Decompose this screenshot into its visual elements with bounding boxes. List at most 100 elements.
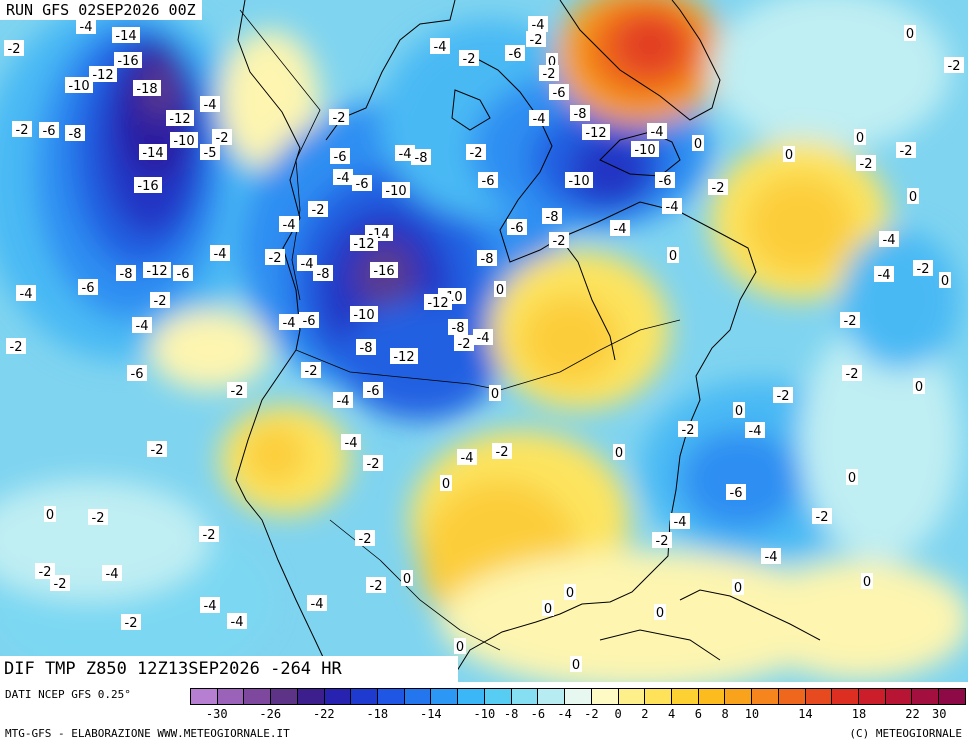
scale-tick-label: -26 xyxy=(259,707,282,721)
contour-label-bg xyxy=(121,614,141,630)
contour-label-bg xyxy=(570,105,590,121)
contour-label-bg xyxy=(265,249,285,265)
contour-label-bg xyxy=(350,306,378,322)
contour-label-bg xyxy=(333,169,353,185)
color-scale-ticks: -30 -26 -22 -18 -14 -10 -8 -6 -4 -2 0 2 4 6 8 10 14 18 22 3… xyxy=(190,707,966,721)
contour-label-bg xyxy=(308,201,328,217)
color-swatch xyxy=(858,689,886,704)
contour-label-bg xyxy=(279,216,299,232)
contour-label-bg xyxy=(88,509,108,525)
contour-label-bg xyxy=(529,110,549,126)
contour-label-bg xyxy=(667,247,679,263)
contour-label: -4 xyxy=(204,599,217,614)
anomaly-area xyxy=(245,425,305,485)
contour-label-bg xyxy=(939,272,951,288)
contour-label: -4 xyxy=(214,247,227,262)
contour-label-bg xyxy=(411,149,431,165)
contour-label: 0 xyxy=(496,283,504,298)
contour-label: -2 xyxy=(917,262,930,277)
scale-tick-label: 2 xyxy=(641,707,649,721)
contour-label: -6 xyxy=(303,314,316,329)
color-swatch xyxy=(912,689,940,704)
contour-label-bg xyxy=(494,281,506,297)
contour-label-bg xyxy=(812,508,832,524)
contour-label: -4 xyxy=(345,436,358,451)
contour-label: -8 xyxy=(120,267,133,282)
contour-label: 0 xyxy=(615,446,623,461)
contour-label: -2 xyxy=(712,181,725,196)
contour-label-bg xyxy=(355,530,375,546)
contour-label: -2 xyxy=(216,131,229,146)
contour-label-bg xyxy=(147,441,167,457)
contour-label-bg xyxy=(726,484,746,500)
contour-label: -2 xyxy=(682,423,695,438)
contour-label-bg xyxy=(173,265,193,281)
contour-label: -2 xyxy=(312,203,325,218)
contour-label-bg xyxy=(708,179,728,195)
color-swatch xyxy=(725,689,753,704)
contour-label: -2 xyxy=(39,565,52,580)
contour-label: 0 xyxy=(46,508,54,523)
contour-label-bg xyxy=(143,262,171,278)
contour-label: -16 xyxy=(117,54,138,69)
contour-label-bg xyxy=(528,16,548,32)
contour-label: 0 xyxy=(856,131,864,146)
anomaly-area xyxy=(680,430,800,530)
contour-label: -4 xyxy=(477,331,490,346)
contour-label-bg xyxy=(116,265,136,281)
contour-label: -2 xyxy=(359,532,372,547)
scale-tick-label: -2 xyxy=(584,707,599,721)
contour-label-bg xyxy=(466,144,486,160)
scale-tick-label: -14 xyxy=(419,707,442,721)
contour-label: -4 xyxy=(532,18,545,33)
contour-label-bg xyxy=(356,339,376,355)
contour-label-bg xyxy=(395,145,415,161)
contour-label-bg xyxy=(879,231,899,247)
contour-label-bg xyxy=(655,172,675,188)
contour-label: -2 xyxy=(203,528,216,543)
contour-label: -16 xyxy=(137,179,158,194)
contour-label: -12 xyxy=(169,112,190,127)
contour-label: 0 xyxy=(403,572,411,587)
contour-label-bg xyxy=(200,96,220,112)
contour-label-bg xyxy=(454,638,466,654)
contour-label: -2 xyxy=(10,340,23,355)
contour-label: -2 xyxy=(370,579,383,594)
contour-label-bg xyxy=(842,365,862,381)
contour-label-bg xyxy=(907,188,919,204)
contour-label-bg xyxy=(652,532,672,548)
contour-label: -2 xyxy=(777,389,790,404)
contour-label-bg xyxy=(301,362,321,378)
contour-label: -6 xyxy=(356,177,369,192)
contour-label: -18 xyxy=(136,82,157,97)
color-swatch xyxy=(191,689,218,704)
contour-label: -2 xyxy=(553,234,566,249)
contour-label: -12 xyxy=(427,296,448,311)
political-borders xyxy=(239,9,681,651)
contour-label-bg xyxy=(39,122,59,138)
contour-label: -10 xyxy=(385,184,406,199)
contour-label: -2 xyxy=(816,510,829,525)
contour-label: -4 xyxy=(878,268,891,283)
color-swatch xyxy=(458,689,485,704)
run-title: RUN GFS 02SEP2026 00Z xyxy=(0,0,202,20)
contour-label: -12 xyxy=(353,237,374,252)
color-swatch xyxy=(565,689,592,704)
contour-label: -4 xyxy=(231,615,244,630)
contour-label: -4 xyxy=(461,451,474,466)
color-swatch xyxy=(939,689,965,704)
contour-label: -6 xyxy=(482,174,495,189)
contour-label: -2 xyxy=(496,445,509,460)
contour-label: -2 xyxy=(463,52,476,67)
contour-label: -8 xyxy=(574,107,587,122)
contour-label: -5 xyxy=(204,146,217,161)
scale-tick-label: -6 xyxy=(530,707,546,721)
contour-label-bg xyxy=(526,31,546,47)
color-swatch xyxy=(324,689,352,704)
contour-label: -2 xyxy=(231,384,244,399)
contour-label-bg xyxy=(654,604,666,620)
contour-label: 0 xyxy=(656,606,664,621)
contour-label: -12 xyxy=(393,350,414,365)
anomaly-area xyxy=(745,175,855,275)
contour-label: 0 xyxy=(909,190,917,205)
